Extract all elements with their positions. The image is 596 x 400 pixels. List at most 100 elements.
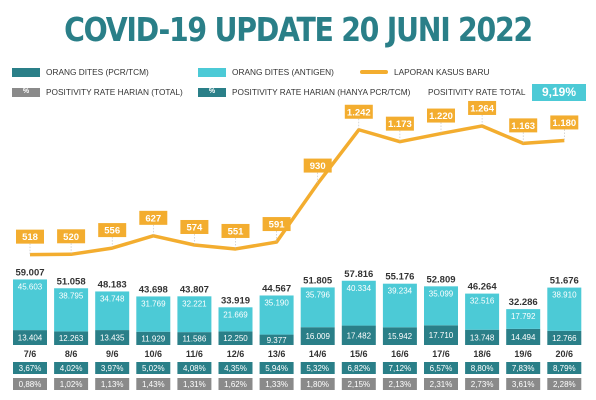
legend-antigen-label: ORANG DITES (ANTIGEN) xyxy=(232,67,334,77)
legend-pos-total-rate: POSITIVITY RATE TOTAL xyxy=(428,86,525,98)
total-value-label: 57.816 xyxy=(344,269,373,280)
antigen-value-label: 35.099 xyxy=(429,289,454,298)
antigen-swatch xyxy=(198,67,226,77)
total-value-label: 55.176 xyxy=(385,272,414,283)
total-value-label: 33.919 xyxy=(221,295,250,306)
pcr-bar xyxy=(54,331,89,345)
case-label-box xyxy=(57,229,86,244)
x-tick-label: 15/6 xyxy=(350,349,368,359)
x-tick-label: 18/6 xyxy=(473,349,491,359)
antigen-value-label: 32.221 xyxy=(182,299,207,308)
antigen-bar xyxy=(341,280,376,326)
x-tick-label: 7/6 xyxy=(24,349,37,359)
antigen-value-label: 45.603 xyxy=(18,282,43,291)
pcr-value-label: 11.929 xyxy=(141,334,165,343)
antigen-value-label: 39.234 xyxy=(388,287,413,296)
x-tick-label: 12/6 xyxy=(227,349,245,359)
legend-cases-label: LAPORAN KASUS BARU xyxy=(394,67,490,77)
case-value-label: 574 xyxy=(186,222,203,233)
case-label-box xyxy=(344,104,373,119)
case-label-box xyxy=(385,116,414,131)
case-label-box xyxy=(550,115,579,130)
cases-line-swatch xyxy=(360,70,388,74)
pos-pcr-box xyxy=(177,362,212,374)
pos-total-label: 2,28% xyxy=(553,380,576,389)
pos-pcr-label: 5,02% xyxy=(142,364,165,373)
pcr-bar xyxy=(382,327,417,345)
case-label-box xyxy=(427,108,455,123)
antigen-value-label: 35.190 xyxy=(264,298,289,307)
case-label-box xyxy=(468,100,497,115)
pos-total-rate-label: POSITIVITY RATE TOTAL xyxy=(428,87,526,97)
pos-total-rate-value: 9,19% xyxy=(532,84,586,101)
pos-pcr-label: 6,57% xyxy=(430,364,453,373)
pos-pcr-box xyxy=(382,362,417,374)
pos-total-box xyxy=(506,378,541,390)
pos-pcr-label: 7,83% xyxy=(512,364,535,373)
pcr-bar xyxy=(341,325,376,345)
x-tick-label: 13/6 xyxy=(268,349,286,359)
pos-pcr-swatch: % xyxy=(198,87,226,97)
x-tick-label: 10/6 xyxy=(145,349,163,359)
total-value-label: 52.809 xyxy=(426,274,455,285)
page-title: COVID-19 UPDATE 20 JUNI 2022 xyxy=(64,10,533,49)
pcr-value-label: 13.748 xyxy=(470,333,495,342)
pcr-value-label: 16.009 xyxy=(305,332,330,341)
pos-pcr-label: 6,82% xyxy=(347,364,370,373)
total-value-label: 48.183 xyxy=(98,279,127,290)
pos-pcr-box xyxy=(54,362,89,374)
legend-pos-total-label: POSITIVITY RATE HARIAN (TOTAL) xyxy=(46,87,183,97)
pos-pcr-label: 4,35% xyxy=(224,364,247,373)
x-tick-label: 19/6 xyxy=(514,349,532,359)
x-tick-label: 11/6 xyxy=(186,349,203,359)
case-value-label: 556 xyxy=(104,226,120,237)
pcr-value-label: 13.404 xyxy=(18,334,43,343)
pcr-bar xyxy=(547,330,582,345)
antigen-bar xyxy=(547,287,582,331)
pcr-bar xyxy=(300,327,335,345)
pcr-value-label: 13.435 xyxy=(100,334,125,343)
case-value-label: 1.264 xyxy=(470,103,494,114)
pos-total-label: 1,33% xyxy=(265,380,288,389)
antigen-value-label: 38.910 xyxy=(552,291,577,300)
pcr-value-label: 12.766 xyxy=(552,334,577,343)
total-value-label: 59.007 xyxy=(15,267,44,278)
x-tick-label: 8/6 xyxy=(65,349,78,359)
pcr-bar xyxy=(136,331,171,345)
pos-pcr-label: 3,97% xyxy=(101,364,124,373)
pos-pcr-box xyxy=(13,362,47,374)
total-value-label: 43.807 xyxy=(180,284,209,295)
case-value-label: 1.242 xyxy=(347,107,371,118)
pos-total-box xyxy=(465,378,500,390)
pos-pcr-label: 8,80% xyxy=(471,364,494,373)
antigen-bar xyxy=(424,286,458,326)
pcr-bar xyxy=(218,331,253,345)
pos-total-box xyxy=(547,378,582,390)
antigen-value-label: 32.516 xyxy=(470,297,495,306)
pos-pcr-box xyxy=(136,362,171,374)
total-value-label: 51.805 xyxy=(303,275,333,286)
case-value-label: 627 xyxy=(145,213,161,224)
pos-pcr-label: 8,79% xyxy=(553,364,576,373)
pos-pcr-box xyxy=(424,362,458,374)
pos-total-box xyxy=(54,378,89,390)
case-value-label: 551 xyxy=(228,226,245,237)
legend-cases: LAPORAN KASUS BARU xyxy=(360,66,489,78)
pos-total-box xyxy=(382,378,417,390)
case-value-label: 591 xyxy=(269,220,286,231)
pos-pcr-box xyxy=(341,362,376,374)
pos-total-box xyxy=(300,378,335,390)
antigen-bar xyxy=(300,287,335,328)
pcr-bar xyxy=(95,330,130,345)
pos-total-label: 1,31% xyxy=(183,380,206,389)
pcr-value-label: 14.494 xyxy=(511,333,536,342)
antigen-bar xyxy=(54,288,89,332)
pcr-bar xyxy=(259,334,294,345)
total-value-label: 43.698 xyxy=(139,284,168,295)
pos-pcr-box xyxy=(95,362,130,374)
pos-pcr-label: 7,12% xyxy=(389,364,412,373)
legend-pcr: ORANG DITES (PCR/TCM) xyxy=(12,66,149,78)
pcr-value-label: 17.482 xyxy=(347,331,372,340)
pos-total-label: 1,13% xyxy=(101,380,124,389)
pos-total-label: 1,62% xyxy=(224,380,247,389)
